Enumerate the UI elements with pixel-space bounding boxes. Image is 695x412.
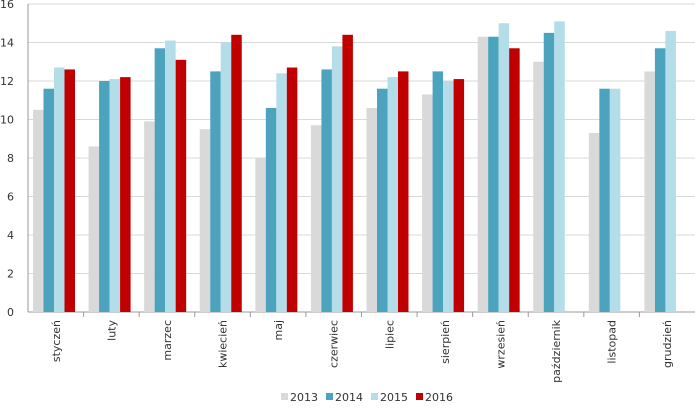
x-tick-label-7: sierpień: [439, 320, 452, 364]
legend-swatch-2013: [281, 393, 288, 400]
bar-2015-7: [443, 81, 454, 312]
x-tick-label-1: luty: [105, 320, 118, 341]
bar-2015-1: [109, 79, 121, 312]
bar-2016-6: [398, 71, 409, 312]
x-tick-label-4: maj: [272, 320, 285, 341]
bar-2015-4: [276, 73, 287, 312]
bar-2014-7: [432, 71, 444, 312]
bar-2013-6: [366, 107, 377, 312]
legend-label-2014: 2014: [335, 391, 363, 404]
legend-label-2015: 2015: [380, 391, 408, 404]
bar-2013-9: [533, 61, 544, 312]
y-tick-label-0: 0: [7, 306, 14, 319]
bar-2015-5: [331, 46, 343, 312]
bar-2013-0: [33, 109, 44, 312]
legend-swatch-2014: [326, 393, 333, 400]
bar-2016-5: [342, 34, 353, 313]
bar-2013-1: [88, 146, 100, 312]
legend-label-2016: 2016: [425, 391, 453, 404]
bar-2015-11: [665, 30, 676, 312]
bar-2014-2: [154, 48, 166, 313]
bar-2014-11: [654, 48, 666, 313]
bar-2014-5: [321, 69, 332, 312]
bar-2013-10: [588, 132, 600, 312]
bar-2016-2: [175, 59, 187, 313]
bar-2014-0: [43, 88, 54, 312]
x-tick-label-5: czerwiec: [328, 320, 341, 368]
x-tick-label-8: wrzesień: [494, 320, 507, 369]
x-tick-label-11: grudzień: [661, 320, 674, 368]
legend-swatch-2015: [371, 393, 378, 400]
bar-2015-10: [609, 88, 621, 312]
bar-2015-2: [165, 40, 176, 312]
y-tick-label-6: 12: [0, 75, 14, 88]
bar-2016-8: [509, 48, 520, 313]
bar-2014-6: [377, 88, 388, 312]
x-tick-label-2: marzec: [161, 320, 174, 361]
x-tick-label-9: październik: [550, 319, 563, 382]
bar-2015-8: [498, 23, 510, 312]
x-tick-label-10: listopad: [606, 320, 619, 364]
bar-2015-3: [220, 42, 232, 312]
x-tick-label-6: lipiec: [383, 320, 396, 349]
bar-2015-6: [387, 77, 398, 313]
bar-2014-1: [99, 81, 110, 312]
legend-swatch-2016: [416, 393, 423, 400]
bar-2013-3: [199, 129, 211, 312]
bar-2015-9: [554, 21, 565, 312]
y-tick-label-4: 8: [7, 152, 14, 165]
bar-2013-2: [144, 121, 155, 312]
bar-2016-1: [120, 77, 131, 313]
y-tick-label-7: 14: [0, 37, 14, 50]
bar-2013-8: [477, 36, 489, 312]
bar-2014-9: [543, 32, 555, 312]
bar-2016-3: [231, 34, 242, 313]
y-tick-label-5: 10: [0, 114, 14, 127]
bar-2014-3: [210, 71, 221, 312]
x-tick-label-0: styczeń: [50, 320, 63, 362]
bar-2013-4: [255, 158, 266, 312]
bar-2016-4: [286, 67, 298, 313]
y-tick-label-1: 2: [7, 268, 14, 281]
bar-2016-7: [453, 79, 465, 312]
bar-2013-7: [422, 94, 433, 312]
bar-2014-8: [488, 36, 499, 312]
bar-2013-11: [644, 71, 655, 312]
bar-2016-0: [64, 69, 75, 312]
y-tick-label-2: 4: [7, 229, 14, 242]
y-tick-label-8: 16: [0, 0, 14, 11]
x-tick-label-3: kwiecień: [217, 320, 230, 368]
legend-label-2013: 2013: [290, 391, 318, 404]
y-tick-label-3: 6: [7, 191, 14, 204]
bar-2014-4: [265, 107, 277, 312]
bar-2014-10: [599, 88, 610, 312]
bar-2015-0: [54, 67, 65, 313]
bar-2013-5: [310, 125, 322, 313]
